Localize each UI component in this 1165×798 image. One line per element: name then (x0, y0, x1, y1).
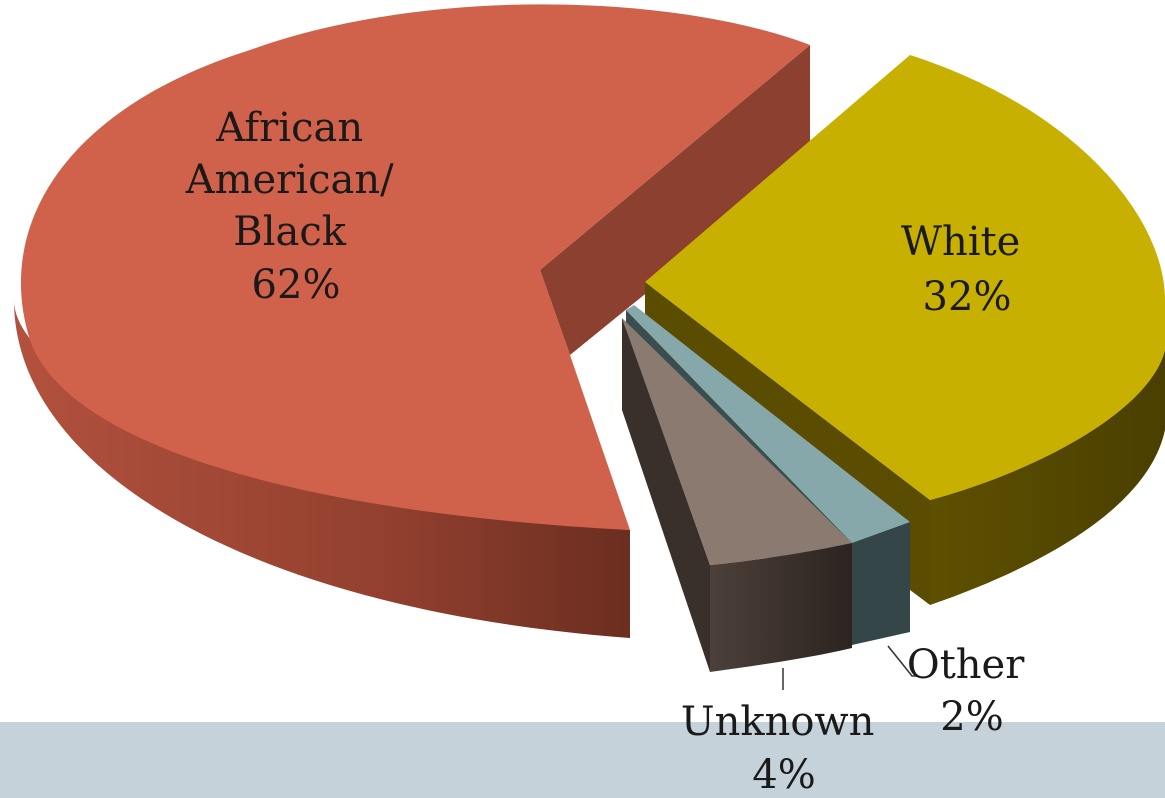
label-aab-line-2: American/ (185, 157, 394, 203)
label-aab-value: 62% (252, 262, 341, 308)
label-other: Other 2% (907, 642, 1037, 740)
label-other-name: Other (907, 642, 1025, 688)
slice-white-side (930, 350, 1165, 605)
slice-unknown-front (710, 543, 852, 672)
label-aab-line-3: Black (233, 209, 346, 255)
slice-african-american-black-inner-wall (540, 45, 810, 355)
label-aab-line-1: African (215, 105, 363, 151)
label-unknown-name: Unknown (681, 699, 875, 745)
leader-line-other (887, 645, 918, 677)
slice-white-top (645, 55, 1165, 500)
label-unknown: Unknown 4% (681, 699, 887, 798)
slice-unknown-top (622, 318, 852, 565)
label-white-value: 32% (923, 274, 1012, 320)
slice-other-top (626, 305, 910, 543)
slice-unknown (622, 318, 852, 672)
slice-african-american-black-top (20, 4, 811, 530)
label-other-value: 2% (940, 694, 1003, 740)
label-african-american-black: African American/ Black 62% (185, 105, 407, 308)
slice-other-front (852, 522, 910, 645)
slice-african-american-black (14, 4, 811, 638)
footer-band (0, 722, 1165, 798)
slice-unknown-inner-wall (622, 318, 710, 672)
label-white: White 32% (901, 219, 1033, 320)
label-white-name: White (901, 219, 1020, 265)
label-unknown-value: 4% (752, 752, 815, 798)
slice-african-american-black-side (14, 300, 630, 638)
